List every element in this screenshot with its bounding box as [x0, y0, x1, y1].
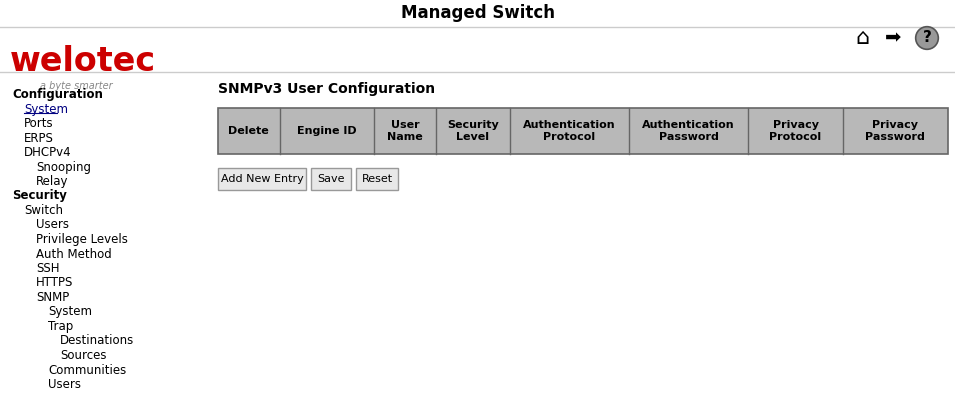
Text: Users: Users	[48, 378, 81, 391]
Bar	[218, 108, 948, 154]
Text: Auth Method: Auth Method	[36, 247, 112, 260]
Bar	[311, 168, 351, 190]
Text: Trap: Trap	[48, 320, 74, 333]
Text: SSH: SSH	[36, 262, 59, 275]
Text: Relay: Relay	[36, 175, 69, 188]
Text: Authentication
Password: Authentication Password	[643, 120, 735, 142]
Text: System: System	[24, 102, 68, 116]
Text: HTTPS: HTTPS	[36, 276, 74, 289]
Text: Authentication
Protocol: Authentication Protocol	[523, 120, 616, 142]
Text: Delete: Delete	[228, 126, 269, 136]
Text: Users: Users	[36, 218, 69, 231]
Text: Reset: Reset	[361, 174, 393, 184]
Bar	[356, 168, 398, 190]
Bar	[218, 168, 306, 190]
Text: Communities: Communities	[48, 364, 126, 376]
Text: User
Name: User Name	[387, 120, 423, 142]
Text: Privacy
Password: Privacy Password	[865, 120, 925, 142]
Text: SNMPv3 User Configuration: SNMPv3 User Configuration	[218, 82, 435, 96]
Text: Configuration: Configuration	[12, 88, 103, 101]
Text: System: System	[48, 306, 92, 318]
Text: SNMP: SNMP	[36, 291, 70, 304]
Text: Ports: Ports	[24, 117, 53, 130]
Text: Security
Level: Security Level	[447, 120, 499, 142]
Text: Destinations: Destinations	[60, 335, 135, 347]
Text: Security: Security	[12, 189, 67, 202]
Text: ➡: ➡	[885, 29, 902, 48]
Text: Sources: Sources	[60, 349, 107, 362]
Text: Save: Save	[317, 174, 345, 184]
Text: Snooping: Snooping	[36, 160, 91, 173]
Text: Privacy
Protocol: Privacy Protocol	[770, 120, 821, 142]
Text: Engine ID: Engine ID	[297, 126, 357, 136]
Text: a byte smarter: a byte smarter	[40, 81, 113, 91]
Text: DHCPv4: DHCPv4	[24, 146, 72, 159]
Text: Privilege Levels: Privilege Levels	[36, 233, 128, 246]
Text: Add New Entry: Add New Entry	[221, 174, 304, 184]
Text: ?: ?	[923, 31, 931, 46]
Text: ERPS: ERPS	[24, 131, 53, 145]
Text: Switch: Switch	[24, 204, 63, 217]
Text: ⌂: ⌂	[855, 28, 869, 48]
Text: Managed Switch: Managed Switch	[400, 4, 555, 22]
Text: welotec: welotec	[10, 45, 156, 78]
